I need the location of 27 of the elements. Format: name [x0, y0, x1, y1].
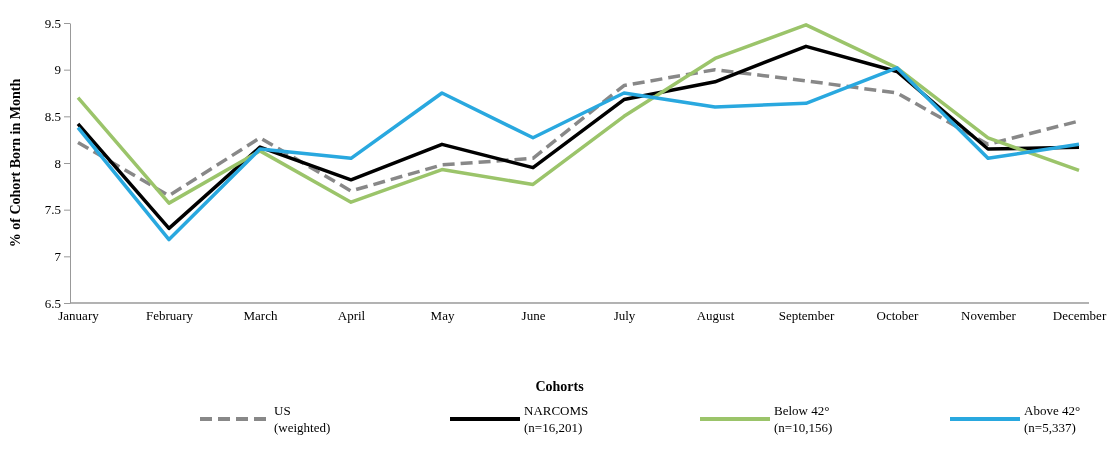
x-tick-label: December — [1052, 308, 1107, 324]
y-tick-label: 8.5 — [44, 108, 61, 124]
y-tick-label: 7 — [54, 248, 62, 264]
legend-title: Cohorts — [535, 379, 585, 394]
legend-label: Below 42° (n=10,156) — [774, 403, 833, 435]
legend-label: Above 42° (n=5,337) — [1024, 403, 1081, 435]
legend-label: US (weighted) — [274, 403, 331, 435]
x-tick-label: May — [430, 308, 455, 324]
line-series — [76, 66, 1081, 242]
y-tick-label: 7.5 — [44, 202, 61, 218]
x-tick-label: March — [243, 308, 278, 324]
legend-label: NARCOMS (n=16,201) — [524, 403, 589, 435]
x-tick-label: August — [696, 308, 735, 324]
x-tick-label: November — [961, 308, 1017, 324]
x-tick-label: February — [146, 308, 194, 324]
x-tick-label: July — [613, 308, 636, 324]
y-tick-label: 6.5 — [44, 295, 61, 311]
x-tick-label: June — [521, 308, 546, 324]
x-tick-label: January — [58, 308, 100, 324]
x-tick-label: October — [876, 308, 920, 324]
y-tick-label: 8 — [54, 155, 61, 171]
line-series — [76, 23, 1081, 205]
y-axis-title: % of Cohort Born in Month — [8, 78, 23, 248]
y-tick-label: 9.5 — [44, 15, 61, 31]
x-tick-label: September — [778, 308, 835, 324]
x-tick-label: April — [337, 308, 366, 324]
y-tick-label: 9 — [54, 62, 61, 78]
